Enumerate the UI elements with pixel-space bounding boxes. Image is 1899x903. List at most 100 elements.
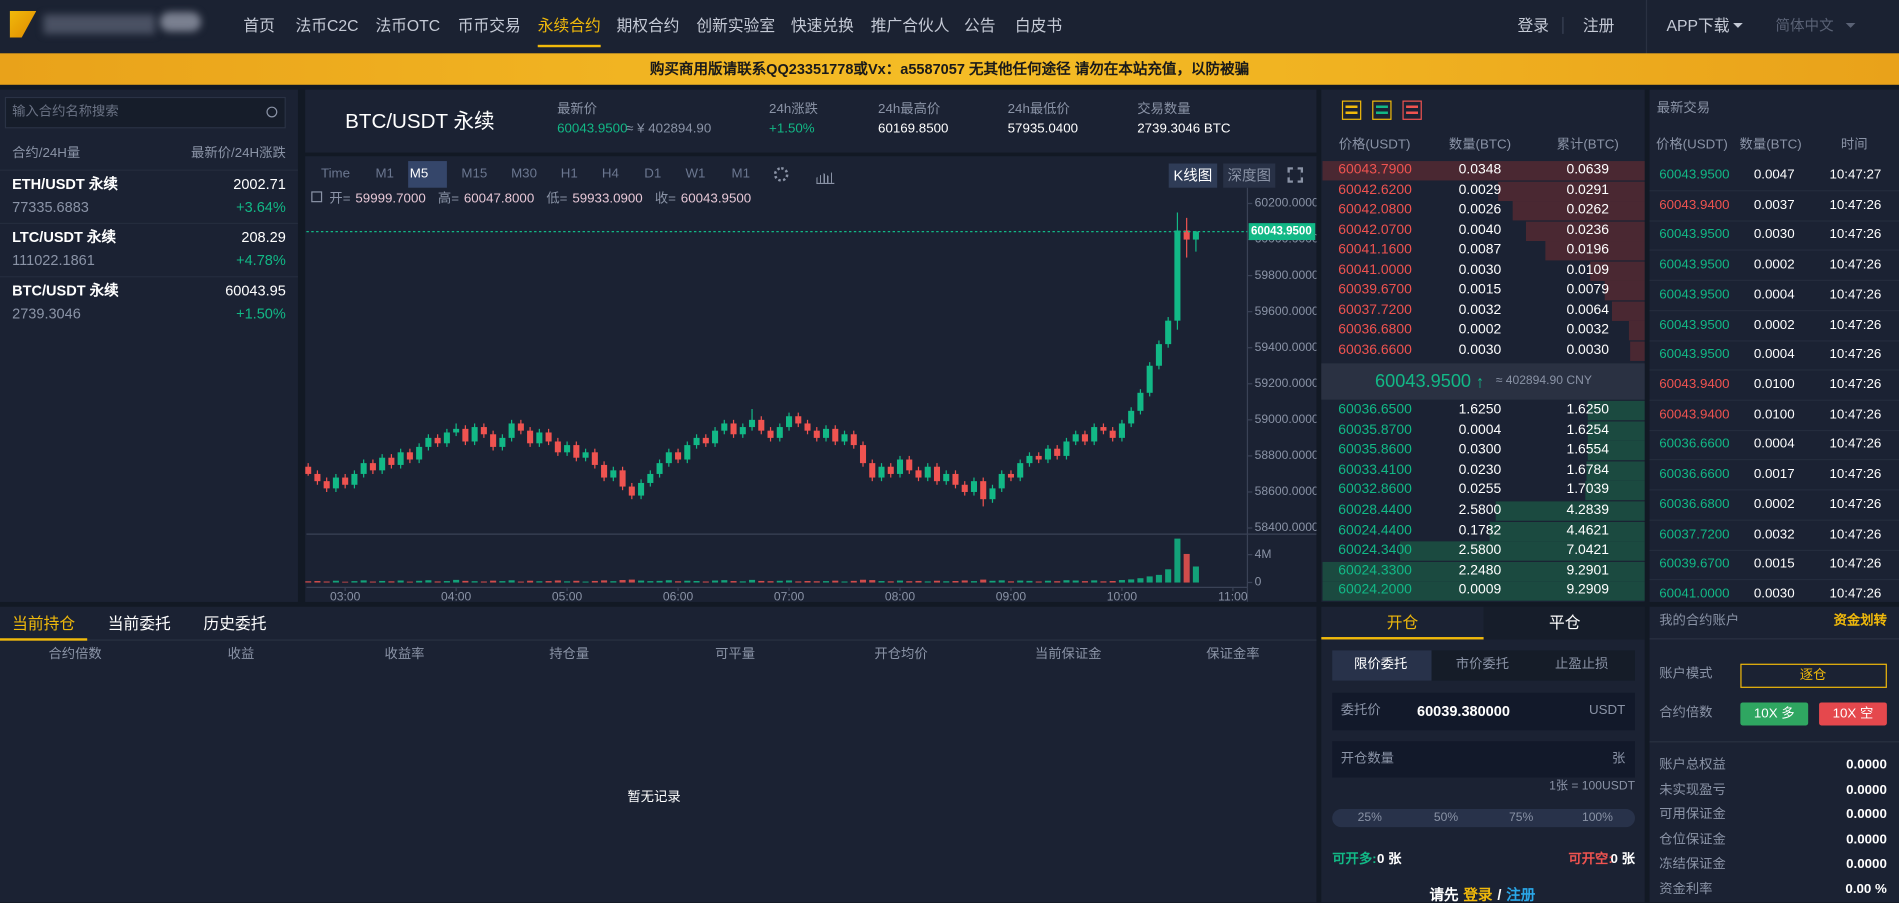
market-row[interactable] [0, 222, 298, 276]
trade-row-divider [1649, 459, 1899, 461]
volume-bar [684, 580, 691, 583]
book-price[interactable]: 60032.8600 [1338, 482, 1412, 498]
nav-item[interactable]: 币币交易 [457, 16, 521, 35]
volume-bar [517, 581, 524, 583]
book-total: 1.6784 [1566, 462, 1610, 478]
book-price[interactable]: 60036.6800 [1338, 322, 1412, 337]
nav-item[interactable]: 法币OTC [375, 16, 441, 35]
login-link[interactable]: 登录 [1463, 886, 1493, 903]
position-tab[interactable]: 当前委托 [107, 614, 171, 633]
book-price[interactable]: 60041.0000 [1338, 262, 1412, 278]
orderbook-header: 累计(BTC) [1556, 137, 1619, 152]
book-price[interactable]: 60042.6200 [1338, 182, 1412, 198]
depth-mode-icon[interactable] [1372, 100, 1392, 120]
form-tab[interactable]: 开仓 [1386, 613, 1419, 632]
nav-item[interactable]: 快速兑换 [790, 16, 854, 35]
price-input[interactable] [1332, 692, 1635, 731]
book-price[interactable]: 60042.0800 [1338, 202, 1412, 218]
long-button[interactable] [1740, 702, 1809, 726]
book-price[interactable]: 60043.7900 [1338, 162, 1412, 178]
view-button[interactable] [1168, 163, 1218, 188]
interval-button[interactable]: M5 [409, 166, 429, 182]
interval-button[interactable]: M15 [461, 166, 488, 182]
position-tab[interactable]: 当前持仓 [12, 614, 76, 633]
readout-label: 高= [437, 191, 460, 206]
language-select[interactable]: 简体中文 [1775, 16, 1834, 34]
book-price[interactable]: 60035.8700 [1338, 422, 1412, 438]
nav-item[interactable]: 推广合伙人 [870, 16, 950, 35]
volume-bar [323, 581, 330, 583]
candle-body [1063, 441, 1070, 456]
nav-item[interactable]: 白皮书 [1014, 16, 1063, 35]
book-price[interactable]: 60036.6600 [1338, 342, 1412, 357]
trade-qty: 0.0004 [1753, 287, 1795, 303]
book-price[interactable]: 60033.4100 [1338, 462, 1412, 478]
book-price[interactable]: 60036.6500 [1338, 402, 1412, 417]
nav-item[interactable]: 期权合约 [616, 16, 680, 35]
trade-qty: 0.0100 [1753, 407, 1795, 422]
book-price[interactable]: 60024.4400 [1338, 523, 1412, 538]
volume-bar [388, 581, 395, 583]
percent-option[interactable]: 100% [1581, 810, 1613, 825]
market-volume: 2739.3046 [12, 305, 81, 323]
form-tab[interactable]: 平仓 [1548, 613, 1581, 632]
trade-price: 60036.6600 [1659, 437, 1730, 452]
book-price[interactable]: 60024.3300 [1338, 563, 1412, 578]
nav-item[interactable]: 公告 [964, 16, 996, 35]
trade-price: 60043.9500 [1659, 347, 1730, 362]
mode-button[interactable] [1740, 663, 1887, 688]
interval-button[interactable]: H1 [560, 166, 578, 182]
ticker-label: 交易数量 [1137, 102, 1191, 117]
nav-item[interactable]: 永续合约 [537, 16, 601, 35]
price-value: 60039.380000 [1416, 702, 1510, 720]
nav-item[interactable]: 首页 [243, 16, 275, 35]
book-price[interactable]: 60037.7200 [1338, 302, 1412, 318]
order-type[interactable]: 止盈止损 [1555, 657, 1609, 672]
market-row[interactable] [0, 276, 298, 329]
percent-option[interactable]: 50% [1433, 810, 1459, 825]
notice-banner [0, 53, 1899, 85]
interval-button[interactable]: W1 [685, 166, 706, 182]
book-price[interactable]: 60042.0700 [1338, 222, 1412, 238]
nav-item[interactable]: 创新实验室 [696, 16, 776, 35]
book-price[interactable]: 60024.3400 [1338, 543, 1412, 558]
position-tab[interactable]: 历史委托 [203, 614, 267, 633]
percent-option[interactable]: 25% [1357, 810, 1382, 825]
depth-bar [1629, 340, 1645, 361]
interval-button[interactable]: M1 [731, 166, 751, 182]
book-amount: 0.0030 [1458, 262, 1502, 278]
view-button[interactable] [1223, 163, 1276, 188]
interval-button[interactable]: H4 [601, 166, 619, 182]
interval-button[interactable]: M1 [375, 166, 394, 182]
search-box[interactable] [4, 96, 286, 129]
book-price[interactable]: 60041.1600 [1338, 242, 1412, 258]
amount-input[interactable] [1332, 741, 1635, 778]
login-link[interactable]: 登录 [1517, 16, 1550, 35]
account-title: 我的合约账户 [1659, 613, 1740, 628]
percent-option[interactable]: 75% [1509, 810, 1534, 825]
interval-button[interactable]: D1 [644, 166, 662, 182]
transfer-link[interactable]: 资金划转 [1833, 613, 1887, 628]
app-download[interactable]: APP下载 [1666, 16, 1730, 35]
depth-mode-icon[interactable] [1341, 100, 1362, 120]
market-row[interactable] [0, 169, 298, 223]
book-price[interactable]: 60028.4400 [1338, 502, 1412, 518]
trade-time: 10:47:27 [1829, 167, 1882, 183]
short-button[interactable] [1819, 702, 1887, 726]
volume-bar [638, 580, 645, 583]
register-link[interactable]: 注册 [1506, 886, 1536, 903]
register-link[interactable]: 注册 [1582, 16, 1615, 35]
book-price[interactable]: 60035.8600 [1338, 442, 1412, 458]
trade-time: 10:47:26 [1829, 586, 1882, 602]
book-price[interactable]: 60024.2000 [1338, 583, 1412, 598]
book-price[interactable]: 60039.6700 [1338, 282, 1412, 298]
depth-mode-icon[interactable] [1402, 100, 1422, 120]
order-type[interactable]: 市价委托 [1455, 657, 1510, 672]
market-price: 60043.95 [225, 282, 286, 300]
nav-item[interactable]: 法币C2C [295, 16, 359, 35]
settings-icon[interactable] [773, 167, 789, 182]
interval-button[interactable]: Time [320, 166, 351, 182]
ticker-value: 2739.3046 BTC [1137, 121, 1231, 137]
interval-button[interactable]: M30 [511, 166, 538, 182]
order-type[interactable]: 限价委托 [1354, 657, 1408, 672]
